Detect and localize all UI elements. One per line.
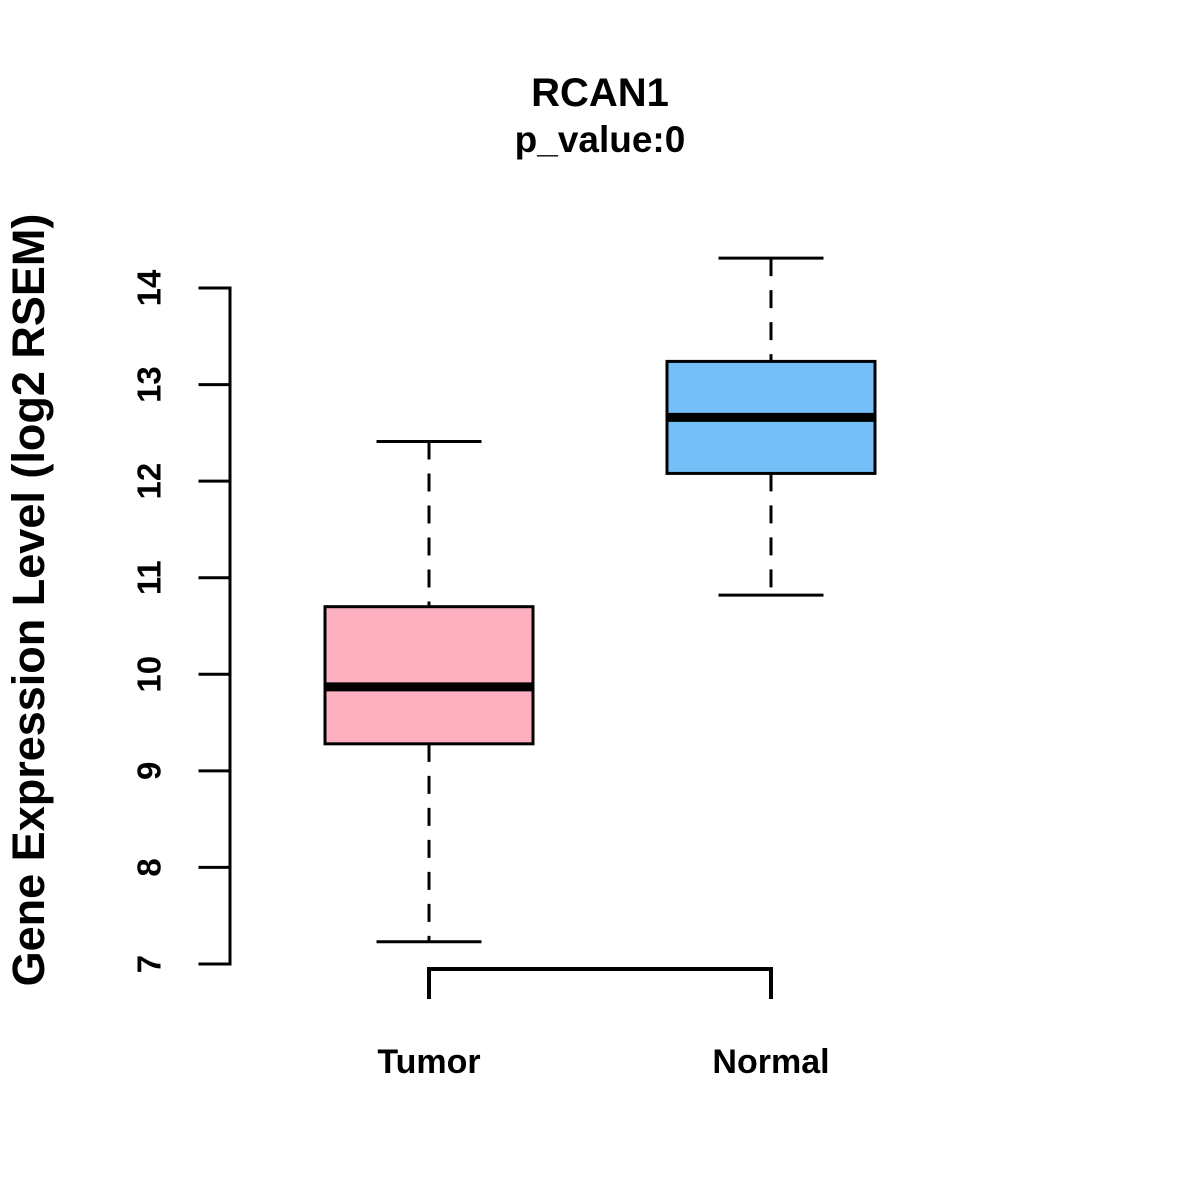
x-axis-line	[427, 967, 773, 999]
y-tick-label: 13	[131, 366, 168, 403]
x-category-label-tumor: Tumor	[377, 1043, 480, 1081]
y-tick-label: 11	[131, 560, 168, 595]
y-tick-label: 12	[131, 463, 168, 500]
y-tick-label: 8	[131, 858, 168, 876]
x-axis: Tumor Normal	[377, 967, 830, 1081]
y-axis: 7 8 9 10 11 12 13 14	[131, 269, 232, 973]
chart-subtitle: p_value:0	[515, 119, 686, 160]
iqr-box-tumor	[323, 605, 535, 746]
y-axis-label: Gene Expression Level (log2 RSEM)	[3, 214, 54, 987]
y-tick-label: 14	[131, 269, 168, 306]
plot-area	[323, 256, 877, 944]
y-tick-label: 9	[131, 762, 168, 780]
x-category-label-normal: Normal	[712, 1043, 829, 1081]
chart-title: RCAN1	[531, 71, 669, 115]
y-tick-label: 10	[131, 656, 168, 693]
y-tick-label: 7	[131, 955, 168, 973]
